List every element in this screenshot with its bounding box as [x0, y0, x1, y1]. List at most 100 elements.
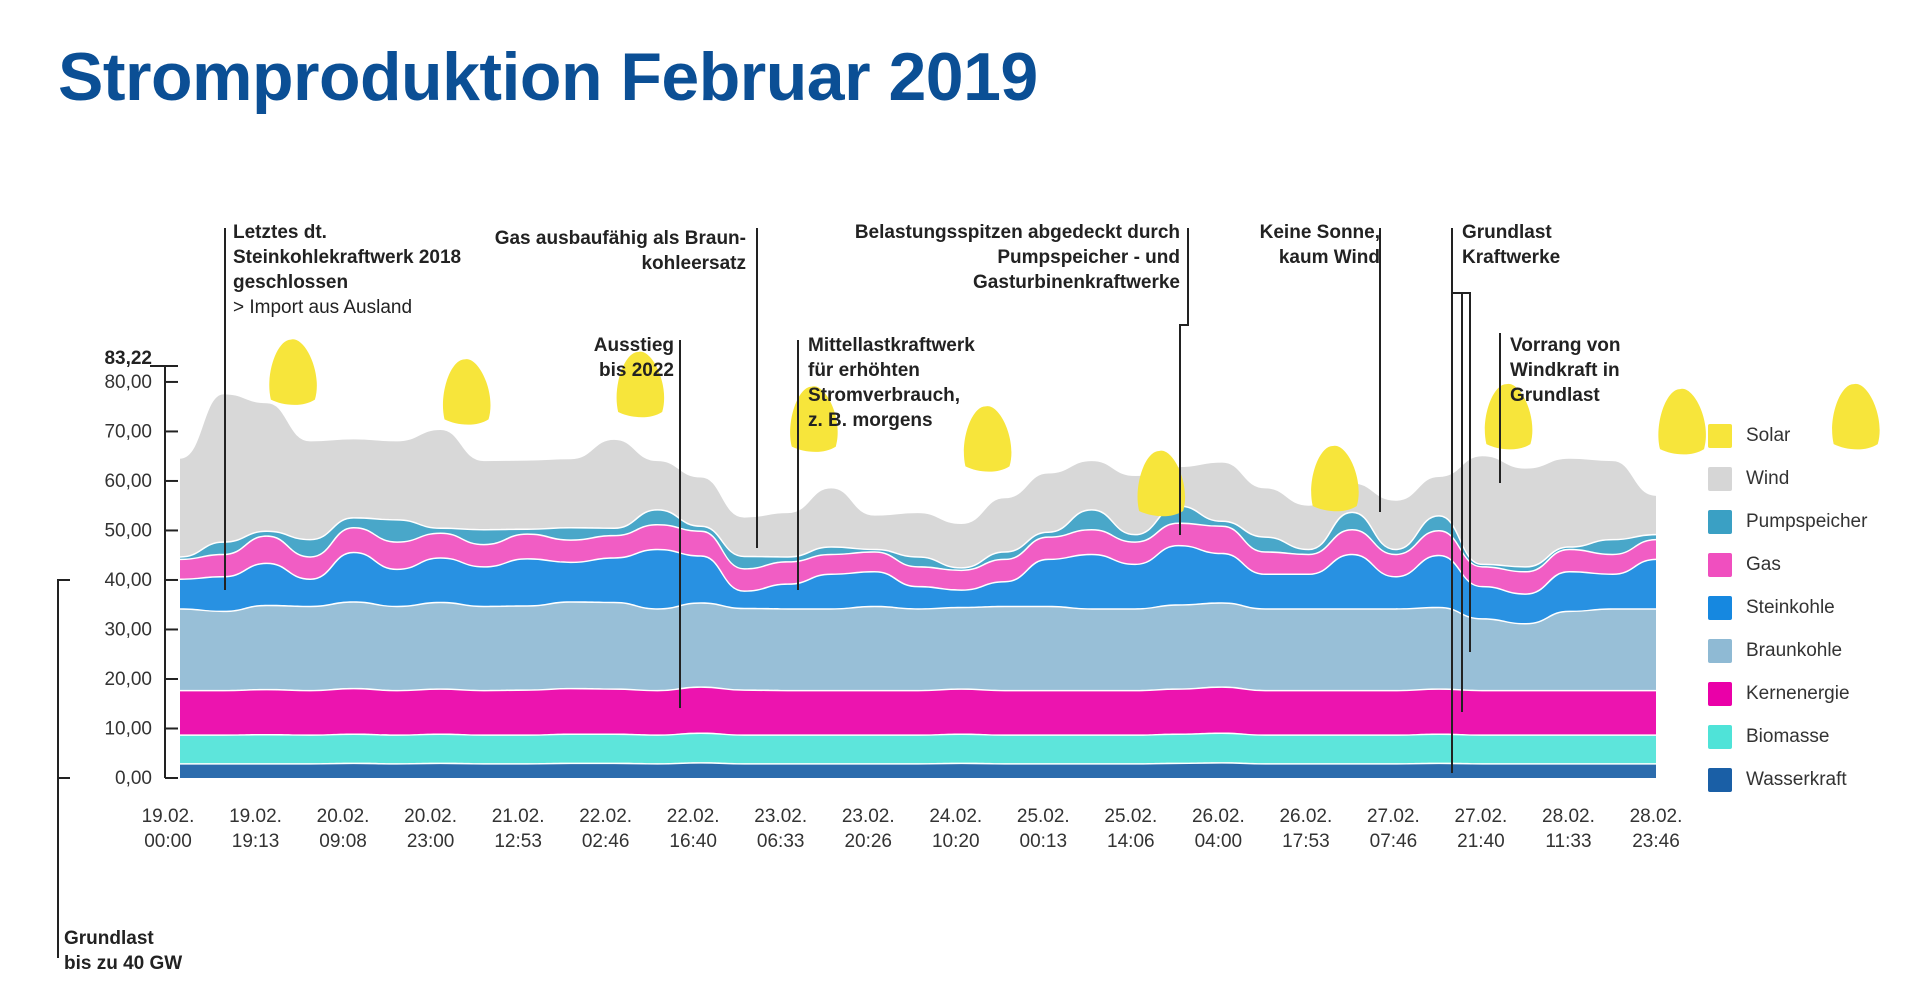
y-tick-label: 30,00	[104, 619, 152, 640]
x-tick-label-date: 21.02.	[492, 806, 545, 827]
legend-swatch	[1708, 466, 1732, 491]
annotation-line: Grundlast	[1510, 385, 1600, 406]
annotation-leader-line	[1462, 292, 1471, 652]
annotation-line: Steinkohlekraftwerk 2018	[233, 247, 462, 268]
solar-peak	[442, 359, 491, 425]
annotation-line: Grundlast	[1462, 222, 1552, 243]
solar-peak	[269, 339, 317, 405]
chart-areas	[179, 391, 1657, 778]
annotation-line: Belastungsspitzen abgedeckt durch	[854, 222, 1180, 243]
legend-label: Pumpspeicher	[1746, 510, 1868, 532]
area-gas	[180, 522, 1656, 594]
legend-label: Steinkohle	[1746, 596, 1835, 618]
legend-label: Kernenergie	[1746, 682, 1850, 704]
legend-label: Wind	[1746, 467, 1790, 489]
y-tick-label: 60,00	[104, 471, 152, 492]
annotation-line: z. B. morgens	[808, 410, 933, 431]
solar-peak	[616, 351, 665, 418]
area-pumpspeicher	[180, 505, 1656, 572]
x-tick-label-date: 26.02.	[1279, 806, 1332, 827]
x-tick-label-date: 27.02.	[1367, 806, 1420, 827]
annotation-base-load-40gw: Grundlast bis zu 40 GW	[64, 926, 182, 976]
legend-label: Wasserkraft	[1746, 768, 1847, 790]
annotation-gas-replacement: Gas ausbaufähig als Braun- kohleersatz	[495, 226, 746, 276]
x-tick-label-date: 20.02.	[404, 806, 457, 827]
annotation-line: Gas ausbaufähig als Braun-	[494, 228, 746, 249]
annotation-line: bis zu 40 GW	[64, 953, 183, 974]
legend-item-wind: Wind	[1708, 457, 1867, 500]
y-tick-label: 40,00	[104, 570, 152, 591]
legend-item-kernenergie: Kernenergie	[1708, 672, 1867, 715]
legend-item-braunkohle: Braunkohle	[1708, 629, 1867, 672]
x-tick-label-date: 25.02.	[1104, 806, 1157, 827]
legend: Solar Wind Pumpspeicher Gas Steinkohle B…	[1708, 414, 1867, 801]
x-tick-label-time: 14:06	[1107, 831, 1155, 852]
annotation-line: bis 2022	[599, 360, 674, 381]
annotation-line: geschlossen	[233, 272, 349, 293]
x-tick-label-date: 23.02.	[842, 806, 895, 827]
x-tick-label-time: 00:00	[144, 831, 192, 852]
area-wasserkraft	[180, 762, 1656, 778]
area-kernenergie	[180, 686, 1656, 735]
annotation-line: Windkraft in	[1510, 360, 1620, 381]
solar-peak	[1311, 445, 1359, 512]
x-tick-label-date: 26.02.	[1192, 806, 1245, 827]
solar-peaks	[269, 339, 1880, 517]
annotation-line: Gasturbinenkraftwerke	[973, 272, 1180, 293]
legend-swatch	[1708, 681, 1732, 706]
legend-item-steinkohle: Steinkohle	[1708, 586, 1867, 629]
legend-swatch	[1708, 423, 1732, 448]
x-tick-label-time: 10:20	[932, 831, 980, 852]
x-tick-label-time: 06:33	[757, 831, 805, 852]
x-tick-label-time: 11:33	[1545, 831, 1591, 852]
legend-swatch	[1708, 724, 1732, 749]
legend-label: Braunkohle	[1746, 639, 1843, 661]
x-tick-label-time: 17:53	[1282, 831, 1330, 852]
chart-axes: 0,00 10,00 20,00 30,00 40,00 50,00 60,00 70,00 8…	[57, 348, 1683, 958]
annotation-steinkohle-closed: Letztes dt. Steinkohlekraftwerk 2018 ges…	[233, 220, 461, 320]
x-tick-label-time: 04:00	[1195, 831, 1243, 852]
area-braunkohle	[180, 601, 1656, 690]
x-tick-label-time: 23:00	[407, 831, 455, 852]
annotation-line: kaum Wind	[1278, 247, 1380, 268]
y-tick-label: 80,00	[104, 372, 152, 393]
x-tick-label-time: 09:08	[319, 831, 367, 852]
annotation-peak-load: Belastungsspitzen abgedeckt durch Pumpsp…	[855, 220, 1180, 295]
legend-swatch	[1708, 509, 1732, 534]
x-tick-label-date: 22.02.	[667, 806, 720, 827]
legend-item-biomasse: Biomasse	[1708, 715, 1867, 758]
x-tick-label-date: 28.02.	[1630, 806, 1683, 827]
legend-swatch	[1708, 767, 1732, 792]
annotation-note: > Import aus Ausland	[233, 297, 413, 318]
annotation-line: Keine Sonne,	[1259, 222, 1380, 243]
legend-swatch	[1708, 552, 1732, 577]
x-tick-label-date: 19.02.	[229, 806, 282, 827]
annotation-line: Grundlast	[64, 928, 154, 949]
x-tick-label-time: 00:13	[1020, 831, 1068, 852]
annotation-line: kohleersatz	[641, 253, 746, 274]
annotation-line: Vorrang von	[1510, 335, 1621, 356]
legend-label: Solar	[1746, 424, 1791, 446]
solar-peak	[1832, 383, 1880, 450]
area-steinkohle	[180, 544, 1656, 624]
solar-peak	[963, 406, 1012, 472]
x-tick-label-time: 02:46	[582, 831, 630, 852]
x-tick-label-time: 20:26	[844, 831, 892, 852]
x-tick-label-date: 19.02.	[142, 806, 195, 827]
x-tick-label-time: 12:53	[494, 831, 542, 852]
annotation-line: Pumpspeicher - und	[997, 247, 1180, 268]
y-tick-label: 70,00	[104, 421, 152, 442]
y-tick-label: 0,00	[115, 768, 152, 789]
y-tick-label: 50,00	[104, 520, 152, 541]
page-title: Stromproduktion Februar 2019	[58, 39, 1038, 115]
legend-item-wasserkraft: Wasserkraft	[1708, 758, 1867, 801]
x-tick-label-time: 19:13	[232, 831, 280, 852]
annotation-line: Ausstieg	[593, 335, 674, 356]
annotation-line: für erhöhten	[808, 360, 920, 381]
x-tick-label-date: 22.02.	[579, 806, 632, 827]
legend-swatch	[1708, 638, 1732, 663]
x-tick-label-date: 20.02.	[317, 806, 370, 827]
solar-peak	[1658, 388, 1707, 455]
x-tick-label-date: 23.02.	[754, 806, 807, 827]
